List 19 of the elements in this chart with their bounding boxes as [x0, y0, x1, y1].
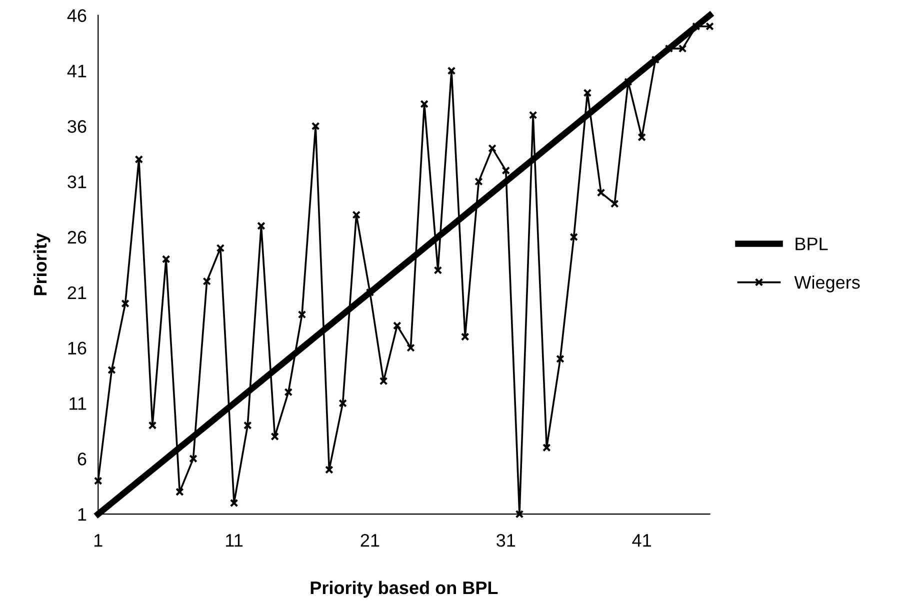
legend-label: BPL [796, 238, 828, 250]
legend-label: Wiegers [794, 276, 860, 292]
y-tick-label: 41 [67, 64, 86, 78]
x-tick-label: 1 [94, 534, 102, 547]
x-axis-title: Priority based on BPL [310, 580, 498, 598]
y-axis-title: Priority [33, 233, 50, 296]
x-tick-label: 31 [496, 534, 516, 547]
x-tick-label: 21 [360, 534, 380, 547]
y-tick-label: 31 [68, 175, 86, 188]
y-tick-label: 36 [68, 120, 86, 133]
x-tick-label: 11 [226, 534, 243, 547]
y-tick-label: 6 [78, 452, 86, 466]
y-tick-label: 21 [68, 286, 86, 299]
y-tick-label: 11 [70, 397, 86, 410]
y-tick-label: 16 [68, 342, 86, 355]
x-tick-label: 41 [632, 534, 651, 547]
y-tick-label: 1 [78, 508, 86, 521]
y-tick-label: 46 [67, 9, 86, 22]
y-tick-label: 26 [68, 230, 86, 244]
